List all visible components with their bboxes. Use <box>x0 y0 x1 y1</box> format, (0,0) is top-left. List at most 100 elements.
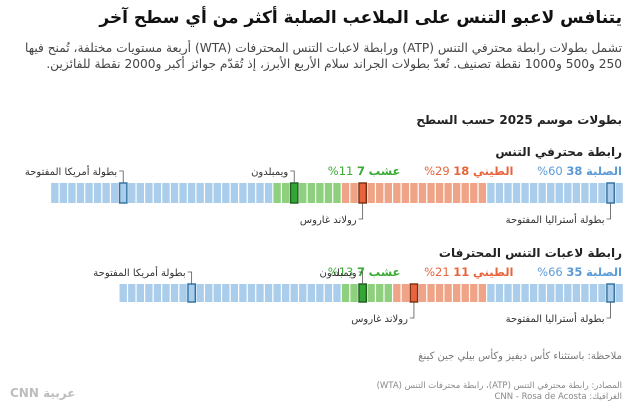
tournament-cell <box>273 284 281 302</box>
wta-legend-grass-label: عشب <box>368 265 401 279</box>
tournament-cell <box>333 284 341 302</box>
tournament-cell <box>478 284 486 302</box>
tournament-cell <box>85 183 93 203</box>
tournament-cell <box>239 284 247 302</box>
tournament-cell <box>478 183 486 203</box>
tournament-cell <box>290 284 298 302</box>
annotation-roland-garros-leader <box>409 302 415 319</box>
tournament-cell <box>581 183 589 203</box>
tournament-cell <box>136 284 144 302</box>
tournament-cell <box>136 183 144 203</box>
tournament-cell <box>153 183 162 203</box>
atp-legend-clay: الطيني 18 29% <box>414 164 513 178</box>
annotation-australian-open-label: بطولة أستراليا المفتوحة <box>506 213 605 226</box>
slam-cell <box>606 283 615 303</box>
tournament-cell <box>598 284 606 302</box>
tournament-cell <box>239 183 247 203</box>
wta-legend-hard: الصلبة 35 66% <box>527 265 622 279</box>
tournament-cell <box>444 284 452 302</box>
strip-0: بطولة أستراليا المفتوحة رولاند غاروس ويمبل… <box>25 165 623 226</box>
tournament-cell <box>555 284 563 302</box>
tournament-cell <box>256 284 264 302</box>
tournament-cell <box>128 183 136 203</box>
atp-legend-grass: عشب 7 11% <box>318 164 401 178</box>
tournament-cell <box>68 183 76 203</box>
page-description: تشمل بطولات رابطة محترفي التنس (ATP) ورا… <box>24 41 622 71</box>
tournament-cell <box>589 183 598 203</box>
slam-cell <box>289 182 299 204</box>
atp-hard-count: 38 <box>566 164 583 178</box>
annotation-us-open-label: بطولة أمريكا المفتوحة <box>25 165 117 178</box>
slam-cell <box>118 182 128 204</box>
tournament-cell <box>145 183 153 203</box>
tournament-cell <box>299 284 307 302</box>
tournament-cell <box>555 183 563 203</box>
tournament-cell <box>341 183 350 203</box>
atp-legend-hard-label: الصلبة <box>586 164 622 178</box>
annotation-us-open-leader <box>187 271 193 284</box>
tournament-cell <box>333 183 341 203</box>
wta-legend-clay: الطيني 11 21% <box>414 265 513 279</box>
tournament-cell <box>547 284 555 302</box>
annotation-us-open-leader <box>119 170 124 183</box>
tournament-cell <box>145 284 153 302</box>
tournament-cell <box>521 284 529 302</box>
atp-legend: الصلبة 38 60% الطيني 18 29% عشب 7 11% <box>308 164 622 178</box>
annotation-australian-open-leader <box>606 203 611 220</box>
tournament-cell <box>264 284 273 302</box>
wta-legend-hard-label: الصلبة <box>586 265 622 279</box>
tournament-cell <box>51 183 59 203</box>
tournament-cell <box>341 284 350 302</box>
atp-hard-percent: 60% <box>537 164 563 178</box>
tournament-cell <box>247 284 256 302</box>
tournament-cell <box>230 284 239 302</box>
tournament-cell <box>504 183 512 203</box>
atp-section-title: رابطة محترفي التنس <box>495 145 622 159</box>
footnote: ملاحظة: باستثناء كأس ديفيز وكأس بيلي جين… <box>418 351 622 362</box>
tournament-cell <box>102 183 110 203</box>
tournament-cell <box>418 284 427 302</box>
wta-grass-percent: 13% <box>327 265 354 279</box>
tournament-cell <box>376 284 384 302</box>
tournament-cell <box>230 183 239 203</box>
tournament-cell <box>264 183 273 203</box>
annotation-wimbledon-leader <box>290 170 295 183</box>
tournament-cell <box>470 183 478 203</box>
slam-cell <box>606 182 615 204</box>
tournament-cell <box>59 183 68 203</box>
tournament-cell <box>393 284 401 302</box>
tournament-cell <box>487 284 495 302</box>
wta-section-title: رابطة لاعبات التنس المحترفات <box>438 246 622 260</box>
atp-legend-clay-label: الطيني <box>472 164 514 178</box>
cnn-arabic-logo: CNN عربية <box>10 386 76 400</box>
tournament-cell <box>418 183 427 203</box>
tournament-cell <box>273 183 281 203</box>
tournament-cell <box>384 284 392 302</box>
tournament-cell <box>598 183 606 203</box>
tournament-cell <box>350 183 358 203</box>
annotation-wimbledon-label: ويمبلدون <box>319 268 356 279</box>
tournament-cell <box>316 183 324 203</box>
tournament-cell <box>111 183 119 203</box>
tournament-cell <box>393 183 401 203</box>
tournament-cell <box>196 284 204 302</box>
tournament-cell <box>461 183 469 203</box>
wta-hard-percent: 66% <box>537 265 563 279</box>
tournament-cell <box>256 183 264 203</box>
source-credits: المصادر: رابطة محترفي التنس (ATP)، رابطة… <box>377 381 622 403</box>
tournament-cell <box>205 284 213 302</box>
tournament-cell <box>187 183 196 203</box>
tournament-cell <box>615 284 623 302</box>
tournament-cell <box>384 183 392 203</box>
wta-clay-percent: 21% <box>424 265 450 279</box>
tournament-cell <box>487 183 495 203</box>
tournament-cell <box>495 183 504 203</box>
tournament-cell <box>453 183 461 203</box>
tournament-cell <box>76 183 85 203</box>
tournament-cell <box>547 183 555 203</box>
slam-cell <box>187 283 196 303</box>
tournament-cell <box>350 284 358 302</box>
tournament-cell <box>564 284 572 302</box>
annotation-roland-garros-label: رولاند غاروس <box>351 314 408 325</box>
tournament-cell <box>470 284 478 302</box>
